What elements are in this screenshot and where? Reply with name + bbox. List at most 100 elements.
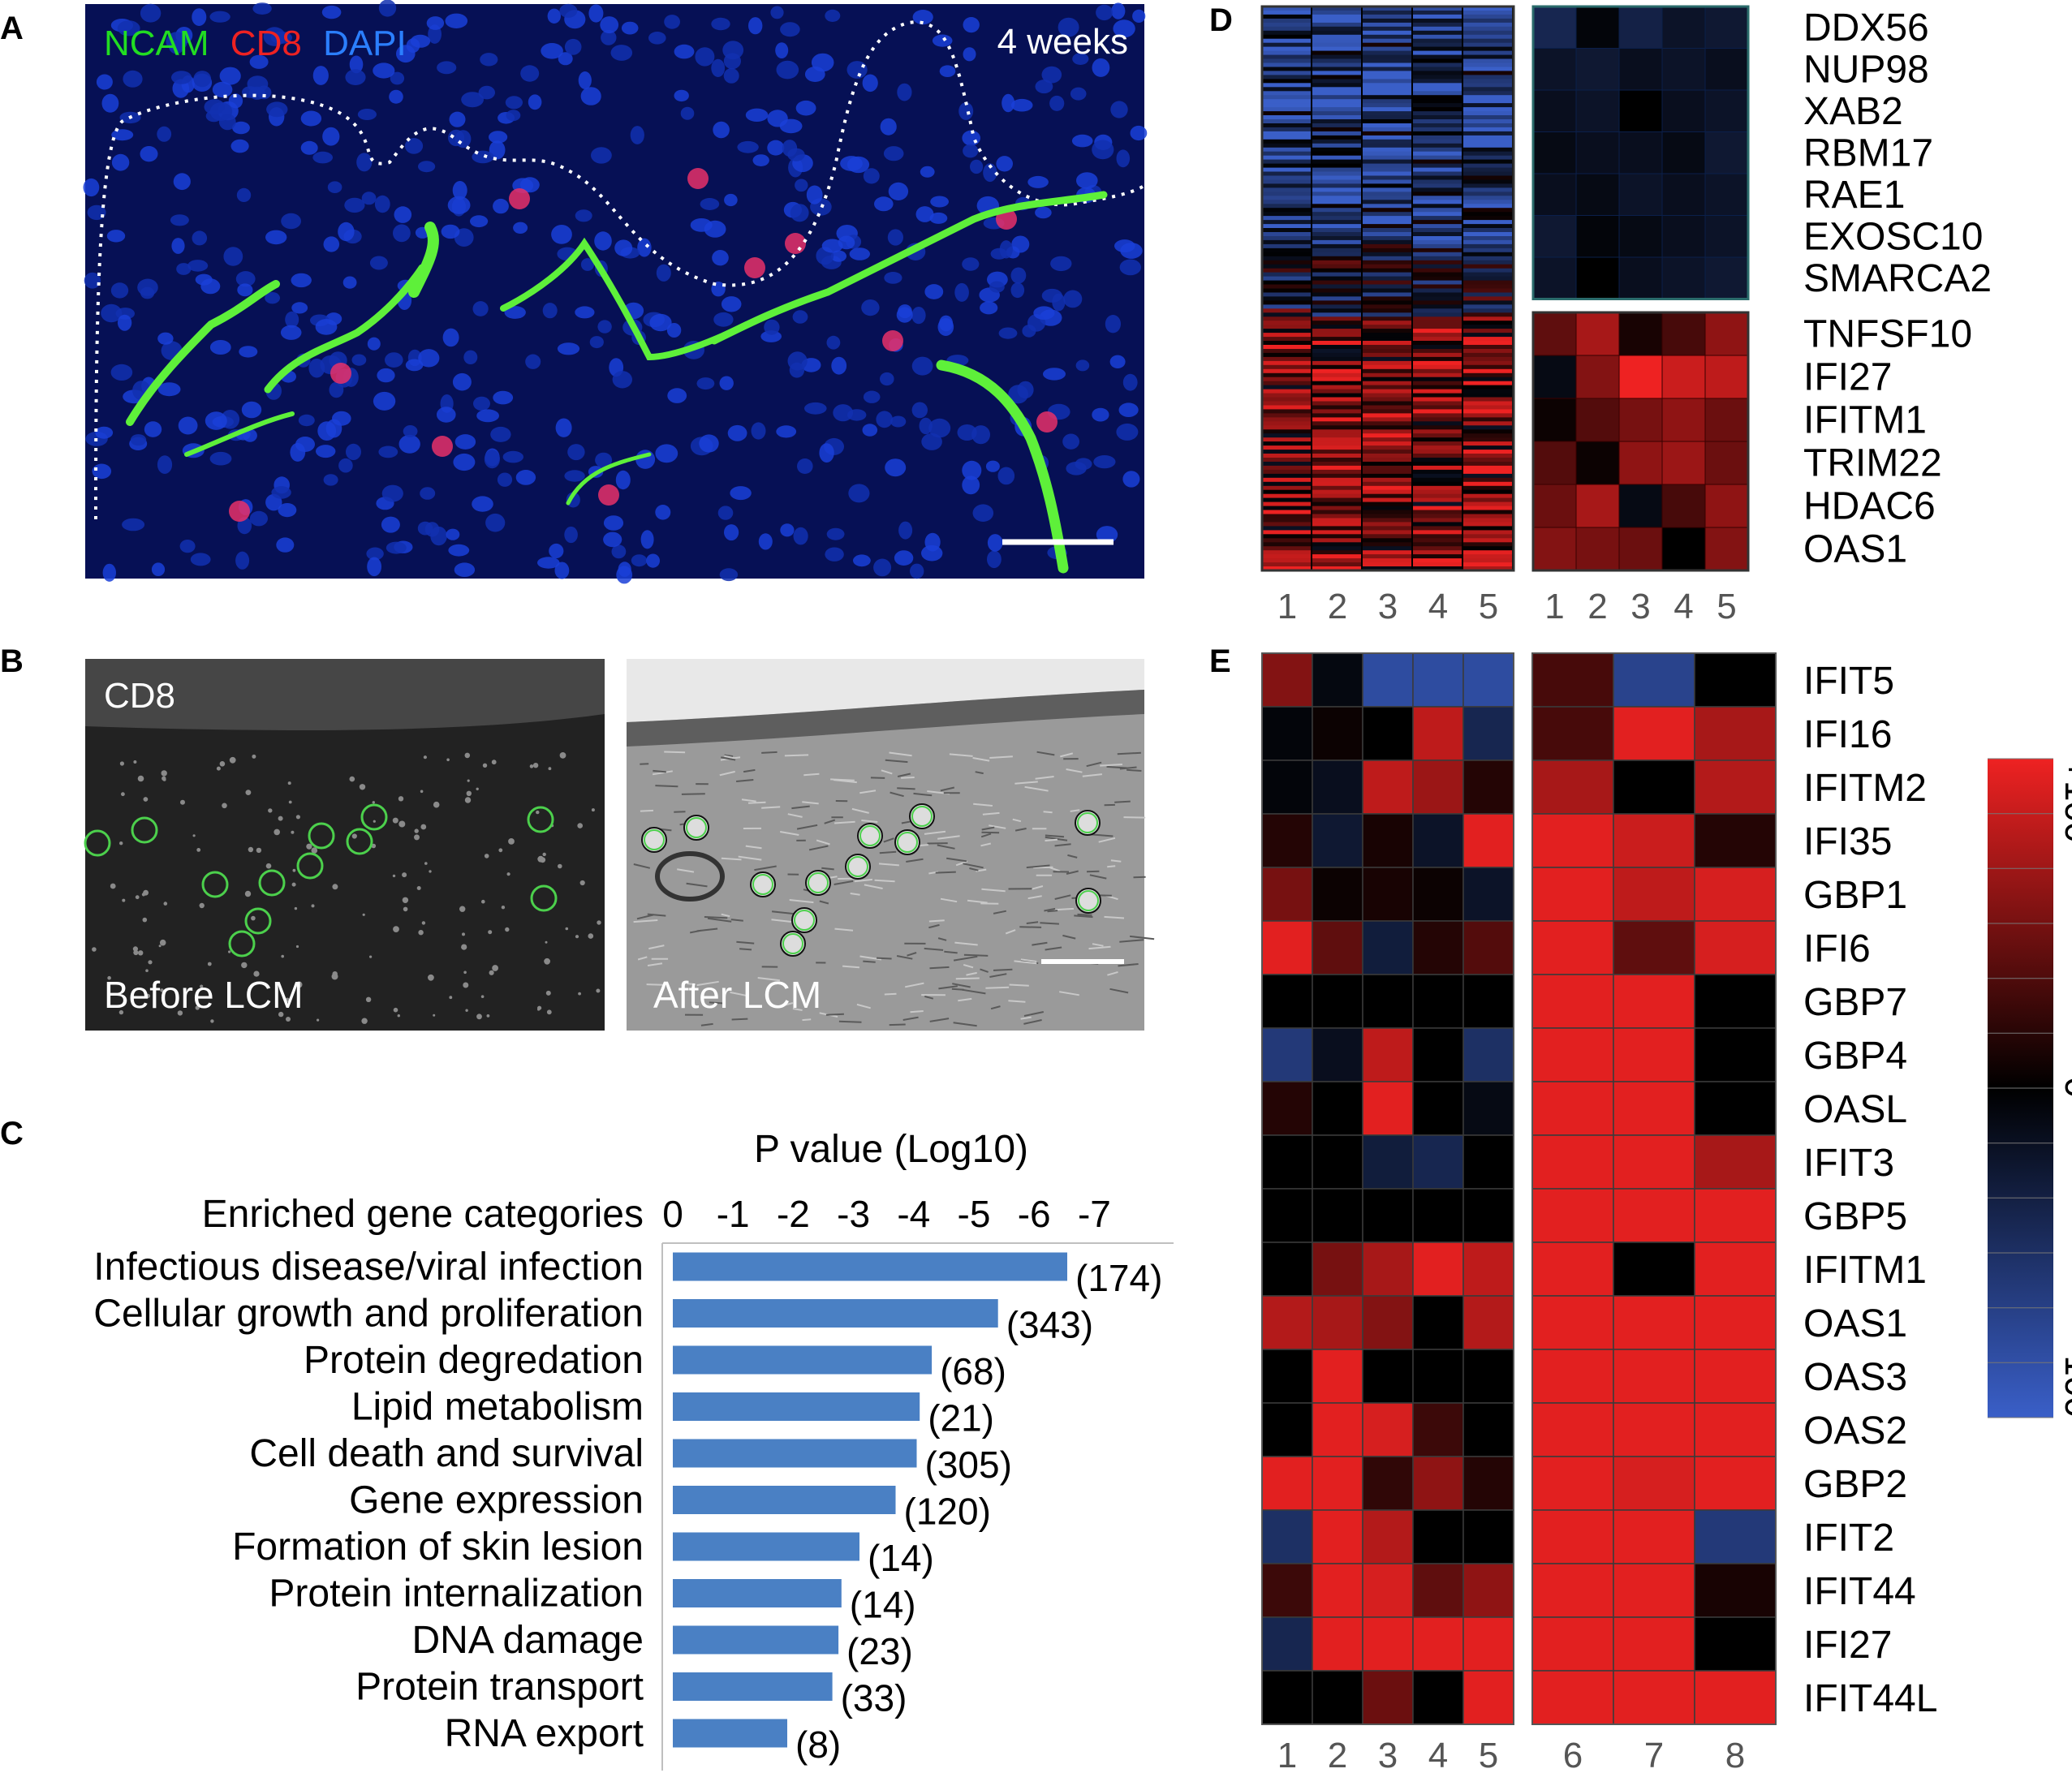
before-lcm-label: Before LCM [104,974,303,1016]
heatmap-e-column-label: 4 [1428,1736,1448,1773]
heatmap-d-bottom-cell [1661,355,1706,399]
heatmap-e-cell [1462,1188,1514,1243]
heatmap-d-bottom-cell [1618,527,1663,571]
heatmap-e-cell [1531,1616,1614,1672]
chart-c-bar [673,1579,842,1607]
heatmap-e-cell [1312,1134,1363,1190]
heatmap-d-top-cell [1704,256,1749,299]
heatmap-d-bottom-cell [1618,484,1663,528]
heatmap-e-cell [1613,1616,1695,1672]
heatmap-e-cell [1312,1509,1363,1564]
heatmap-d-bottom-gene-label: IFITM1 [1803,399,1927,442]
ncam-fibers [126,191,1108,574]
heatmap-e-cell [1362,1616,1414,1672]
heatmap-e-cell [1531,1670,1614,1725]
heatmap-e-cell [1312,1295,1363,1350]
chart-c-category-label: Protein internalization [269,1573,644,1616]
chart-c-tick-label: -3 [837,1193,870,1235]
heatmap-e-cell [1312,1563,1363,1618]
panel-b: B CD8 Before LCM After LCM [0,643,1155,1031]
micrograph-after-lcm [627,659,1155,1031]
heatmap-e-gene-label: IFIT3 [1803,1142,1894,1185]
heatmap-d-top-cell [1618,6,1663,49]
heatmap-e-cell [1312,652,1363,708]
heatmap-e-cell [1694,1027,1777,1082]
heatmap-d-left-column-label: 1 [1277,587,1297,626]
chart-c-tick-label: -6 [1018,1193,1051,1235]
heatmap-e-cell [1531,1349,1614,1404]
heatmap-e-cell [1261,1456,1313,1511]
chart-c-count-label: (120) [904,1491,991,1533]
heatmap-e-cell [1694,1402,1777,1457]
micrograph-before-lcm [84,659,605,1031]
heatmap-e-cell [1312,706,1363,761]
heatmap-d-top-gene-label: DDX56 [1803,6,1929,49]
heatmap-d-bottom-cell [1575,484,1620,528]
heatmap-e-cell [1694,1134,1777,1190]
heatmap-e-cell [1362,974,1414,1029]
heatmap-e-cell [1362,1027,1414,1082]
heatmap-e-cell [1694,1081,1777,1136]
heatmap-e-cell [1412,1242,1464,1297]
heatmap-d-bottom-cell [1618,398,1663,442]
heatmap-d-bottom-cell [1575,441,1620,485]
heatmap-e-cell [1613,760,1695,815]
heatmap-e-cell [1694,1670,1777,1725]
heatmap-e-cell [1613,652,1695,708]
heatmap-e-cell [1261,1563,1313,1618]
heatmap-e-cell [1462,1509,1514,1564]
heatmap-e-cell [1613,1349,1695,1404]
heatmap-e-cell [1312,1081,1363,1136]
heatmap-e-gene-label: OASL [1803,1088,1907,1131]
heatmap-e-cell [1462,652,1514,708]
chart-c-bar [673,1252,1067,1281]
heatmap-e-cell [1462,813,1514,868]
panel-b-letter: B [0,643,24,679]
heatmap-e-gene-label: IFI6 [1803,927,1871,970]
heatmap-d-top-cell [1575,6,1620,49]
heatmap-e-cell [1312,1188,1363,1243]
heatmap-e-cell [1531,1188,1614,1243]
heatmap-e-cell [1412,1027,1464,1082]
chart-c-count-label: (8) [795,1724,841,1766]
heatmap-e-cell [1412,706,1464,761]
heatmap-e-column-label: 7 [1644,1736,1664,1773]
heatmap-d-top-cell [1704,215,1749,258]
chart-c-category-label: Cellular growth and proliferation [93,1293,644,1336]
heatmap-d-top-cell [1704,6,1749,49]
heatmap-e-cell [1613,974,1695,1029]
heatmap-e-cell [1462,1134,1514,1190]
heatmap-d-bottom-cell [1661,312,1706,356]
heatmap-e-cell [1261,1134,1313,1190]
heatmap-e-cell [1462,1349,1514,1404]
heatmap-d-bottom-cell [1618,312,1663,356]
heatmap-d-top-cell [1575,215,1620,258]
heatmap-d-bottom-cell [1532,355,1577,399]
heatmap-e-gene-label: IFI16 [1803,713,1892,756]
heatmap-e-cell [1412,1563,1464,1618]
chart-c-bar [673,1625,839,1655]
heatmap-e-cell [1312,1349,1363,1404]
heatmap-d-bottom-cell [1618,441,1663,485]
legend-ncam: NCAM CD8 DAPI [104,24,407,63]
heatmap-e-cell [1694,1349,1777,1404]
heatmap-e-gene-label: IFITM1 [1803,1249,1927,1292]
heatmap-e-cell [1312,1670,1363,1725]
heatmap-e-cell [1531,867,1614,922]
heatmap-d-top-cell [1704,48,1749,91]
micrograph-a [83,0,1148,584]
heatmap-e-cell [1462,1081,1514,1136]
heatmap-e-cell [1531,652,1614,708]
chart-c-tick-label: -5 [958,1193,991,1235]
heatmap-e-cell [1613,1563,1695,1618]
heatmap-d-top-cell [1575,131,1620,174]
heatmap-e-gene-label: IFI35 [1803,820,1892,863]
heatmap-e-cell [1261,1081,1313,1136]
heatmap-e-cell [1694,813,1777,868]
heatmap-d-top-gene-label: RAE1 [1803,174,1905,217]
heatmap-e-cell [1613,1402,1695,1457]
heatmap-e-cell [1462,1295,1514,1350]
heatmap-d-top-gene-label: XAB2 [1803,90,1903,133]
heatmap-d-top-cell [1661,215,1706,258]
heatmap-e-cell [1613,1188,1695,1243]
